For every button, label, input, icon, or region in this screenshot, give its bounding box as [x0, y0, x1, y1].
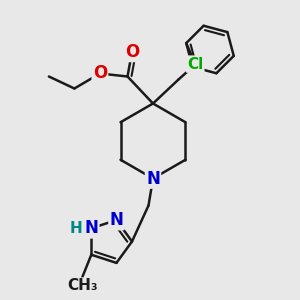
Text: CH₃: CH₃ [67, 278, 98, 293]
Text: N: N [110, 211, 123, 229]
Text: Cl: Cl [187, 57, 203, 72]
Text: O: O [93, 64, 107, 82]
Text: H: H [70, 221, 83, 236]
Text: O: O [125, 43, 139, 61]
Text: N: N [146, 169, 160, 188]
Text: N: N [84, 219, 98, 237]
